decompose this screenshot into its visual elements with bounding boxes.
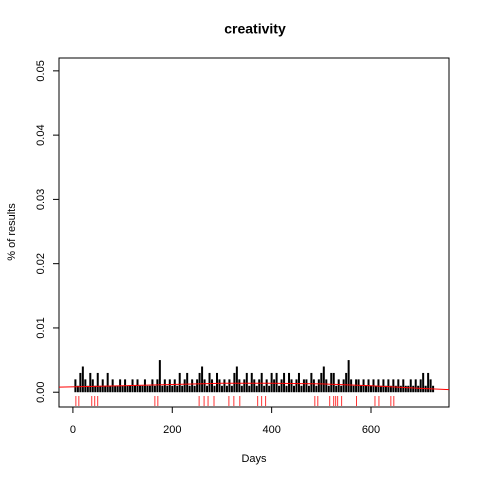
x-tick-label: 200 [163, 424, 181, 436]
plot-box [58, 57, 450, 408]
y-tick-label: 0.05 [35, 60, 47, 81]
y-tick-label: 0.02 [35, 253, 47, 274]
y-axis-label: % of results [6, 203, 18, 261]
x-axis-label: Days [241, 453, 267, 465]
x-tick-label: 0 [70, 424, 76, 436]
y-tick-label: 0.04 [35, 124, 47, 145]
y-tick-label: 0.00 [35, 382, 47, 403]
x-tick-label: 600 [362, 424, 380, 436]
y-tick-label: 0.03 [35, 189, 47, 210]
trend-line [58, 382, 450, 391]
x-tick-label: 400 [262, 424, 280, 436]
chart-title: creativity [224, 21, 286, 37]
y-tick-label: 0.01 [35, 317, 47, 338]
